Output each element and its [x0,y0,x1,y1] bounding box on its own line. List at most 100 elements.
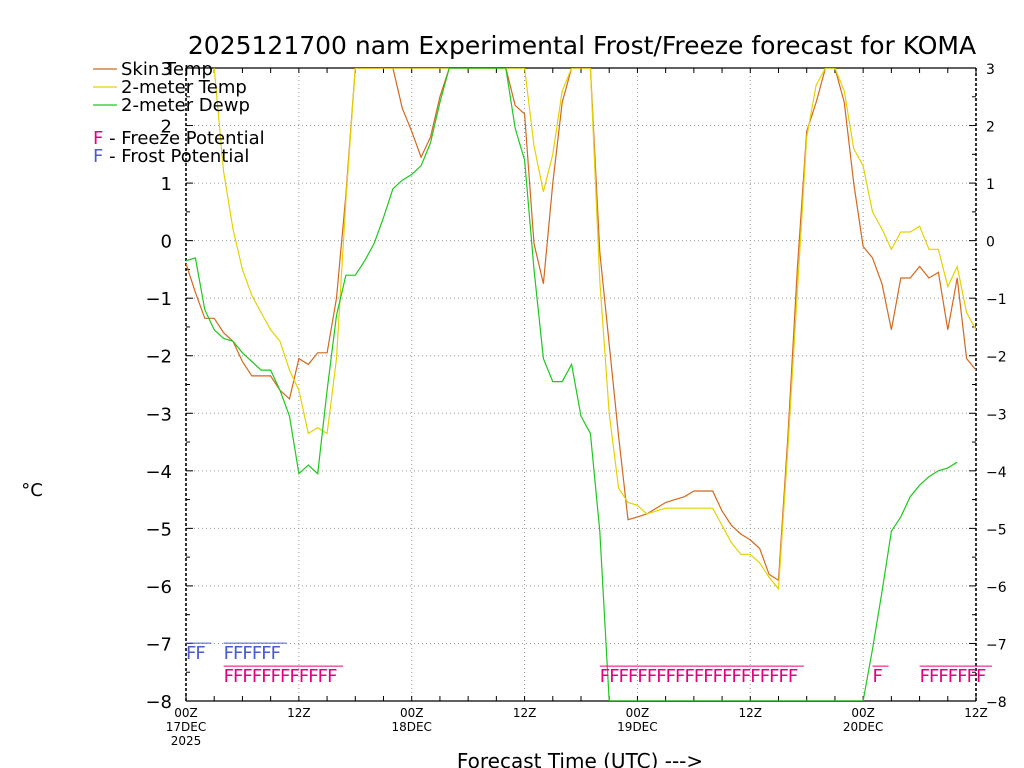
y-tick-label-right: 2 [986,120,995,136]
freeze-flag: F [920,666,930,687]
y-tick-label-left: −7 [145,634,172,655]
freeze-flag: F [713,666,723,687]
y-tick-label-left: 3 [161,59,172,80]
x-tick-date: 17DEC [166,720,206,734]
freeze-flag: F [647,666,657,687]
legend-label: 2-meter Temp [121,77,247,98]
plot-frame [185,67,977,702]
x-tick-date: 19DEC [617,720,657,734]
flag-legend-entry: F - Frost Potential [93,146,249,167]
freeze-flag: F [788,666,798,687]
x-tick-label: 00Z [851,706,875,720]
freeze-flag: F [619,666,629,687]
x-tick-label: 12Z [513,706,537,720]
freeze-flag: F [271,666,281,687]
freeze-flag: F [308,666,318,687]
frost-flag: F [195,643,205,664]
x-tick-label: 12Z [287,706,311,720]
freeze-flag: F [976,666,986,687]
freeze-flag: F [609,666,619,687]
flag-legend-text: - Freeze Potential [103,128,264,149]
y-tick-label-left: −4 [145,462,172,483]
x-tick-date: 20DEC [843,720,883,734]
y-tick-label-right: −5 [986,522,1007,538]
freeze-flag: F [694,666,704,687]
y-tick-label-right: 1 [986,177,995,193]
series-lines [186,68,976,701]
frost-flag: F [233,643,243,664]
freeze-flag: F [957,666,967,687]
y-tick-label-right: −4 [986,465,1007,481]
freeze-flag: F [703,666,713,687]
x-axis-label: Forecast Time (UTC) ---> [457,749,703,768]
y-tick-label-left: −1 [145,289,172,310]
freeze-flag: F [722,666,732,687]
y-tick-label-left: −5 [145,519,172,540]
freeze-flag: F [242,666,252,687]
y-tick-label-right: −3 [986,407,1007,423]
frost-flag: F [186,643,196,664]
y-tick-label-right: 3 [986,62,995,78]
legend-label: Skin Temp [121,59,213,80]
freeze-flag: F [261,666,271,687]
freeze-flag: F [327,666,337,687]
freeze-flag: F [233,666,243,687]
series-line-2-meter-temp [213,68,976,591]
freeze-flag: F [675,666,685,687]
flag-legend-letter: F [93,128,103,149]
flag-legend-entry: F - Freeze Potential [93,128,265,149]
grid-lines [186,68,976,701]
y-tick-label-left: −8 [145,692,172,713]
freeze-flag: F [873,666,883,687]
freeze-flag: F [224,666,234,687]
series-line-skin-temp [186,68,976,582]
freeze-flag: F [656,666,666,687]
y-tick-label-right: −1 [986,292,1007,308]
freeze-flag: F [289,666,299,687]
frost-flag: F [252,643,262,664]
freeze-flag: F [731,666,741,687]
frost-flag: F [224,643,234,664]
y-tick-label-left: 1 [161,174,172,195]
potential-flags: F F F F F F F FF F F F F F F F F F F F F F F F F F F F F F F F F F F F F F F F… [186,642,992,687]
x-tick-label: 00Z [626,706,650,720]
frost-flag: F [261,643,271,664]
freeze-flag: F [252,666,262,687]
y-tick-label-left: −6 [145,577,172,598]
freeze-flag: F [948,666,958,687]
y-tick-label-left: 2 [161,117,172,138]
freeze-flag: F [637,666,647,687]
x-tick-label: 12Z [964,706,988,720]
freeze-flag: F [967,666,977,687]
axes: −8 −8 −7 −7 −6 −6 −5 −5 −4 −4 −3 −3 −2 −2 −1 −1 0 0 1 1 2 2 3 3… [145,59,1006,748]
y-tick-label-right: 0 [986,235,995,251]
y-tick-label-left: 0 [161,232,172,253]
freeze-flag: F [280,666,290,687]
freeze-flag: F [779,666,789,687]
y-tick-label-left: −3 [145,404,172,425]
x-tick-date: 18DEC [391,720,431,734]
freeze-flag: F [600,666,610,687]
freeze-flag: F [318,666,328,687]
flag-legend-text: - Frost Potential [103,146,249,167]
x-tick-label: 00Z [174,706,198,720]
y-tick-label-right: −2 [986,350,1007,366]
x-tick-label: 00Z [400,706,424,720]
freeze-flag: F [769,666,779,687]
y-tick-label-right: −8 [986,695,1007,711]
series-line-2-meter-dewp [186,68,958,701]
y-tick-label-left: −2 [145,347,172,368]
freeze-flag: F [666,666,676,687]
freeze-flag: F [684,666,694,687]
y-tick-label-right: −6 [986,580,1007,596]
chart-title: 2025121700 nam Experimental Frost/Freeze… [188,31,976,60]
y-tick-label-right: −7 [986,637,1007,653]
frost-flag: F [242,643,252,664]
freeze-flag: F [760,666,770,687]
freeze-flag: F [628,666,638,687]
freeze-flag: F [938,666,948,687]
freeze-flag: F [929,666,939,687]
x-tick-label: 12Z [739,706,763,720]
